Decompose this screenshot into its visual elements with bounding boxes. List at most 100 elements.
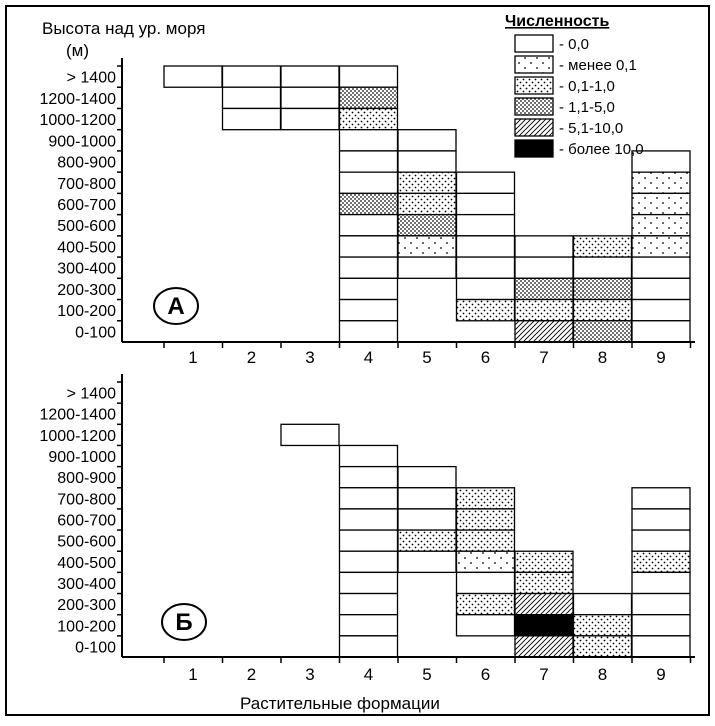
heatmap-cell — [514, 635, 574, 658]
y-tick-label: 0-100 — [75, 324, 116, 341]
y-tick-label: 900-1000 — [48, 133, 116, 150]
y-tick-label: 300-400 — [57, 261, 116, 278]
x-tick-label: 3 — [305, 665, 314, 684]
y-tick-label: 0-100 — [75, 639, 116, 656]
y-tick-label: 800-900 — [57, 155, 116, 172]
x-tick-label: 6 — [481, 665, 490, 684]
heatmap-cell — [572, 277, 633, 301]
x-tick-label: 9 — [656, 348, 665, 367]
heatmap-cell — [631, 235, 691, 258]
y-tick-label: 300-400 — [57, 576, 116, 593]
heatmap-cell — [514, 571, 574, 595]
panel-label: А — [167, 293, 184, 320]
heatmap-cell — [455, 256, 516, 279]
heatmap-cell — [280, 107, 340, 131]
heatmap-cell — [338, 65, 399, 88]
x-tick-label: 2 — [247, 665, 256, 684]
panel-label-circle — [161, 603, 207, 641]
y-tick-label: 400-500 — [57, 239, 116, 256]
heatmap-cell — [631, 277, 691, 301]
x-axis-title: Растительные формации — [240, 694, 440, 713]
legend-swatch — [514, 76, 554, 95]
x-tick-label: 1 — [188, 348, 197, 367]
heatmap-cell — [221, 65, 282, 88]
heatmap-cell — [338, 192, 399, 216]
heatmap-cell — [338, 171, 399, 195]
heatmap-cell — [514, 614, 574, 637]
heatmap-cell — [397, 235, 457, 258]
heatmap-cell — [338, 86, 399, 110]
heatmap-cell — [338, 635, 399, 658]
heatmap-cell — [455, 298, 516, 322]
figure-border — [5, 5, 710, 716]
heatmap-cell — [397, 487, 457, 510]
y-axis-title: Высота над ур. моря — [42, 19, 205, 38]
legend-swatch — [514, 97, 554, 116]
y-tick-label: 1000-1200 — [39, 112, 116, 129]
legend-label: - менее 0,1 — [559, 57, 637, 74]
legend: Численность - 0,0 - менее 0,1 - 0,1-1,0 - 1,… — [505, 13, 644, 158]
heatmap-cell — [397, 213, 457, 237]
legend-title: Численность — [505, 13, 609, 30]
heatmap-cell — [338, 256, 399, 279]
legend-label: - 1,1-5,0 — [559, 99, 615, 116]
heatmap-cell — [338, 298, 399, 322]
heatmap-cell — [338, 150, 399, 173]
heatmap-cell — [338, 107, 399, 131]
heatmap-cell — [631, 508, 691, 531]
y-tick-label: 400-500 — [57, 555, 116, 572]
heatmap-cell — [397, 192, 457, 216]
heatmap-cell — [631, 213, 691, 237]
heatmap-cell — [455, 192, 516, 216]
y-tick-label: 100-200 — [57, 303, 116, 320]
x-tick-label: 4 — [364, 665, 373, 684]
heatmap-cell — [455, 277, 516, 301]
heatmap-cell — [631, 529, 691, 552]
heatmap-cell — [631, 171, 691, 195]
x-tick-label: 2 — [247, 348, 256, 367]
heatmap-cell — [631, 614, 691, 637]
heatmap-cell — [455, 171, 516, 195]
y-tick-label: 600-700 — [57, 513, 116, 530]
y-tick-label: 100-200 — [57, 618, 116, 635]
legend-swatch — [514, 118, 554, 137]
x-tick-label: 1 — [188, 665, 197, 684]
heatmap-cell — [631, 550, 691, 574]
legend-label: - 0,1-1,0 — [559, 78, 615, 95]
heatmap-cell — [572, 235, 633, 258]
x-tick-label: 6 — [481, 348, 490, 367]
heatmap-cell — [572, 298, 633, 322]
heatmap-cell — [280, 86, 340, 110]
heatmap-cell — [338, 465, 399, 489]
panel-b: 0-100 100-200 200-300 300-400 400-500 500-600… — [39, 374, 695, 684]
legend-label: - более 10,0 — [559, 141, 644, 158]
legend-swatch — [514, 34, 554, 53]
heatmap-cell — [455, 571, 516, 595]
heatmap-cell — [338, 487, 399, 510]
y-tick-label: 200-300 — [57, 282, 116, 299]
heatmap-cell — [338, 444, 399, 468]
legend-label: - 0,0 — [559, 36, 589, 53]
panel-a: 0-100 100-200 200-300 300-400 400-500 500-600… — [39, 58, 695, 367]
x-tick-label: 7 — [539, 665, 548, 684]
heatmap-cell — [397, 465, 457, 489]
y-tick-label: 200-300 — [57, 597, 116, 614]
heatmap-cell — [455, 550, 516, 574]
heatmap-cell — [631, 571, 691, 595]
x-tick-label: 8 — [598, 348, 607, 367]
heatmap-cell — [455, 235, 516, 258]
heatmap-cell — [280, 65, 340, 88]
heatmap-cell — [631, 487, 691, 510]
y-tick-label: 600-700 — [57, 197, 116, 214]
legend-swatch — [514, 55, 554, 74]
heatmap-cell — [338, 320, 399, 343]
heatmap-cell — [338, 508, 399, 531]
heatmap-cell — [514, 277, 574, 301]
heatmap-cell — [514, 320, 574, 343]
y-tick-label: 500-600 — [57, 218, 116, 235]
heatmap-cell — [397, 529, 457, 552]
heatmap-cell — [455, 592, 516, 616]
heatmap-cell — [338, 213, 399, 237]
heatmap-cell — [221, 107, 282, 131]
